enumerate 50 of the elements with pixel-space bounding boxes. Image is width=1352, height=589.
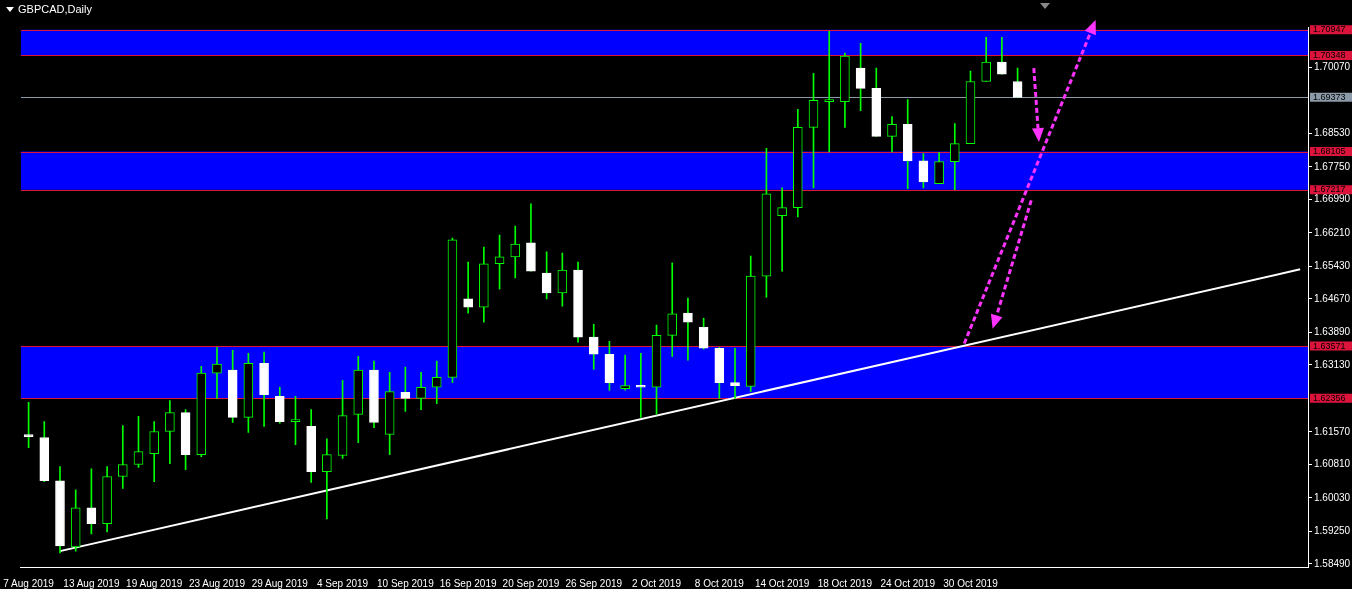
x-tick-label: 10 Sep 2019: [377, 577, 435, 589]
y-tick-label: 1.58490: [1314, 557, 1351, 569]
y-tick-label: 1.59250: [1314, 525, 1351, 537]
chart-title: GBPCAD,Daily: [18, 3, 92, 15]
candlestick: [730, 347, 740, 399]
candlestick: [463, 261, 473, 314]
y-tick-label: 1.64670: [1314, 292, 1351, 304]
y-tick-label: 1.67750: [1314, 160, 1351, 172]
ref-line-label: 1.62356: [1313, 392, 1346, 403]
y-tick-label: 1.60030: [1314, 491, 1351, 503]
ref-line-label: 1.69373: [1313, 91, 1346, 102]
x-tick-label: 2 Oct 2019: [632, 577, 682, 589]
candlestick: [683, 297, 693, 361]
y-tick-label: 1.68530: [1314, 127, 1351, 139]
candlestick: [777, 187, 787, 272]
x-tick-label: 7 Aug 2019: [3, 577, 55, 589]
candlestick: [117, 425, 128, 489]
candlestick: [212, 347, 222, 399]
x-tick-label: 18 Oct 2019: [817, 577, 873, 589]
x-tick-label: 26 Sep 2019: [565, 577, 623, 589]
y-tick-label: 1.65430: [1314, 260, 1351, 272]
ref-line-label: 1.70348: [1313, 49, 1346, 60]
x-tick-label: 23 Aug 2019: [188, 577, 246, 589]
y-tick-label: 1.66210: [1314, 226, 1351, 238]
y-tick-label: 1.63130: [1314, 358, 1351, 370]
ref-line-label: 1.63571: [1313, 340, 1346, 351]
candlestick: [322, 438, 332, 520]
ref-line-label: 1.70947: [1313, 24, 1346, 35]
x-tick-label: 30 Oct 2019: [943, 577, 999, 589]
y-tick-label: 1.66990: [1314, 193, 1351, 205]
y-tick-label: 1.70070: [1314, 61, 1351, 73]
x-tick-label: 13 Aug 2019: [63, 577, 120, 589]
ref-line-label: 1.67217: [1313, 184, 1346, 195]
y-tick-label: 1.63890: [1314, 326, 1351, 338]
x-tick-label: 4 Sep 2019: [316, 577, 369, 589]
candlestick: [620, 354, 630, 391]
x-tick-label: 20 Sep 2019: [502, 577, 560, 589]
x-tick-label: 19 Aug 2019: [126, 577, 183, 589]
y-tick-label: 1.60810: [1314, 458, 1351, 470]
x-tick-label: 16 Sep 2019: [439, 577, 497, 589]
y-tick-label: 1.61570: [1314, 425, 1351, 437]
candlestick: [824, 30, 835, 153]
candlestick: [636, 353, 646, 418]
candlestick: [510, 225, 521, 279]
x-tick-label: 24 Oct 2019: [880, 577, 936, 589]
x-tick-label: 8 Oct 2019: [694, 577, 745, 589]
candlestick: [667, 262, 678, 357]
ref-line-label: 1.68105: [1313, 146, 1346, 157]
x-tick-label: 29 Aug 2019: [251, 577, 309, 589]
x-tick-label: 14 Oct 2019: [754, 577, 810, 589]
